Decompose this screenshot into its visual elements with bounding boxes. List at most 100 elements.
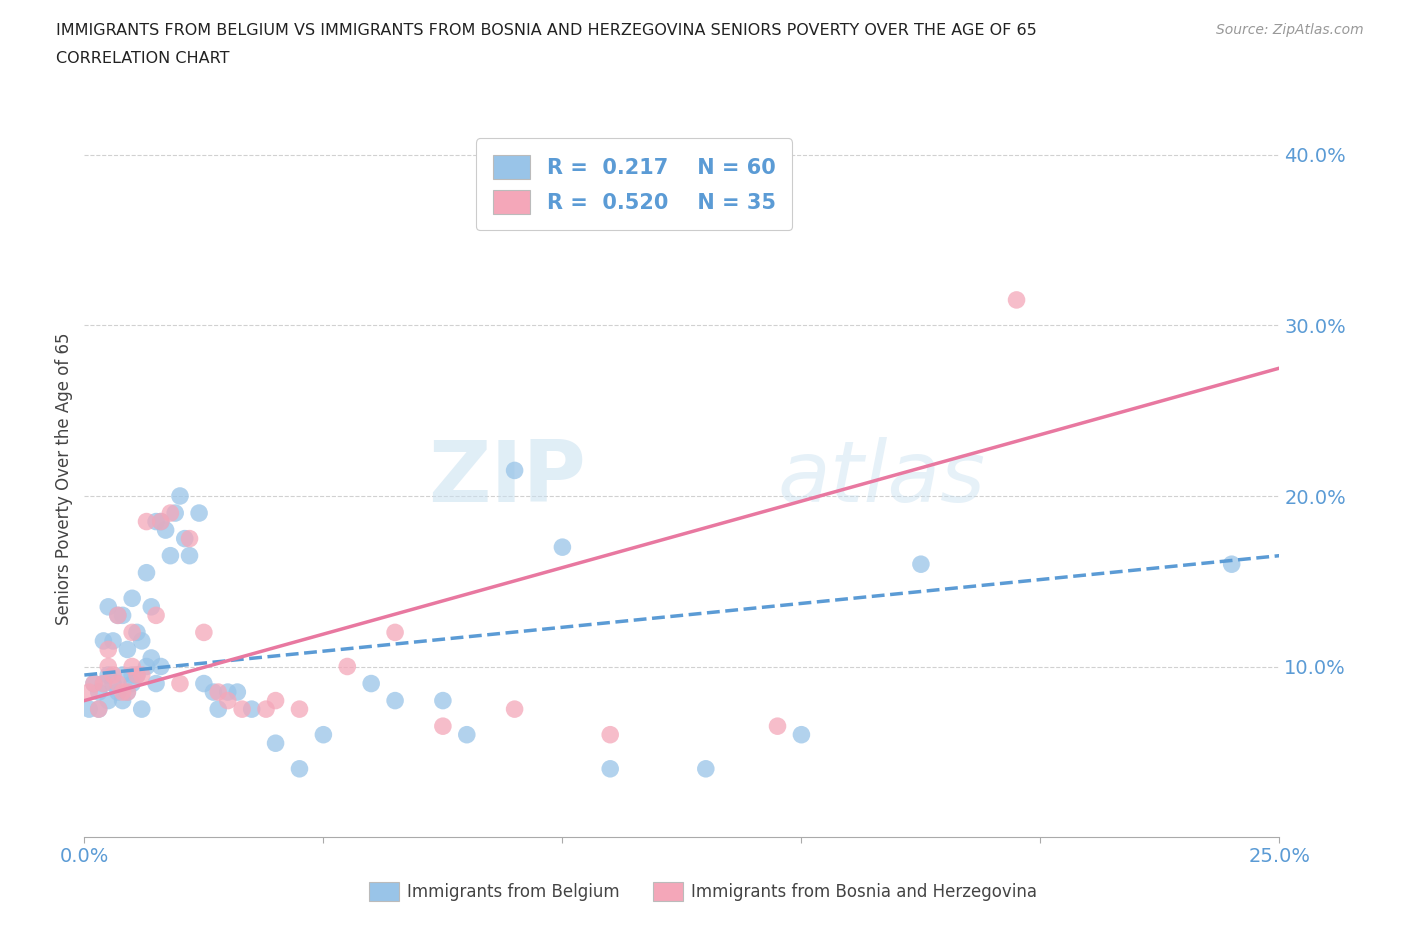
Point	[135, 514, 157, 529]
Point	[145, 608, 167, 623]
Point	[207, 684, 229, 699]
Point	[179, 549, 201, 564]
Point	[288, 702, 311, 717]
Point	[599, 727, 621, 742]
Point	[83, 676, 105, 691]
Point	[117, 684, 139, 699]
Point	[456, 727, 478, 742]
Point	[121, 591, 143, 605]
Point	[117, 642, 139, 657]
Point	[1005, 293, 1028, 308]
Point	[503, 463, 526, 478]
Point	[83, 676, 105, 691]
Point	[107, 684, 129, 699]
Point	[360, 676, 382, 691]
Text: ZIP: ZIP	[429, 437, 586, 521]
Point	[169, 676, 191, 691]
Point	[149, 659, 172, 674]
Point	[145, 676, 167, 691]
Point	[97, 668, 120, 683]
Point	[111, 684, 134, 699]
Point	[312, 727, 335, 742]
Text: IMMIGRANTS FROM BELGIUM VS IMMIGRANTS FROM BOSNIA AND HERZEGOVINA SENIORS POVERT: IMMIGRANTS FROM BELGIUM VS IMMIGRANTS FR…	[56, 23, 1038, 38]
Point	[159, 549, 181, 564]
Point	[101, 633, 124, 648]
Point	[141, 651, 163, 666]
Point	[695, 762, 717, 777]
Point	[111, 668, 134, 683]
Point	[101, 676, 124, 691]
Point	[87, 702, 110, 717]
Point	[551, 539, 574, 554]
Point	[121, 625, 143, 640]
Point	[97, 659, 120, 674]
Point	[145, 514, 167, 529]
Point	[599, 762, 621, 777]
Point	[179, 531, 201, 546]
Point	[135, 565, 157, 580]
Point	[790, 727, 813, 742]
Point	[87, 702, 110, 717]
Point	[288, 762, 311, 777]
Point	[264, 693, 287, 708]
Point	[149, 514, 172, 529]
Point	[193, 625, 215, 640]
Point	[97, 642, 120, 657]
Point	[165, 506, 187, 521]
Y-axis label: Seniors Poverty Over the Age of 65: Seniors Poverty Over the Age of 65	[55, 333, 73, 625]
Point	[125, 668, 148, 683]
Point	[97, 693, 120, 708]
Point	[217, 684, 239, 699]
Point	[125, 625, 148, 640]
Point	[111, 693, 134, 708]
Point	[121, 668, 143, 683]
Point	[107, 608, 129, 623]
Point	[77, 702, 100, 717]
Point	[125, 668, 148, 683]
Point	[149, 514, 172, 529]
Point	[135, 659, 157, 674]
Point	[202, 684, 225, 699]
Point	[87, 684, 110, 699]
Point	[188, 506, 211, 521]
Point	[910, 557, 932, 572]
Legend: R =  0.217    N = 60, R =  0.520    N = 35: R = 0.217 N = 60, R = 0.520 N = 35	[475, 139, 793, 231]
Point	[1220, 557, 1243, 572]
Point	[121, 659, 143, 674]
Point	[766, 719, 789, 734]
Point	[432, 693, 454, 708]
Point	[101, 668, 124, 683]
Point	[264, 736, 287, 751]
Legend: Immigrants from Belgium, Immigrants from Bosnia and Herzegovina: Immigrants from Belgium, Immigrants from…	[361, 875, 1045, 908]
Point	[107, 676, 129, 691]
Point	[159, 506, 181, 521]
Point	[93, 633, 115, 648]
Point	[131, 668, 153, 683]
Text: atlas: atlas	[778, 437, 986, 521]
Point	[217, 693, 239, 708]
Point	[107, 608, 129, 623]
Point	[93, 676, 115, 691]
Point	[384, 625, 406, 640]
Point	[121, 676, 143, 691]
Point	[131, 633, 153, 648]
Point	[231, 702, 253, 717]
Point	[240, 702, 263, 717]
Point	[432, 719, 454, 734]
Point	[93, 676, 115, 691]
Point	[173, 531, 195, 546]
Text: Source: ZipAtlas.com: Source: ZipAtlas.com	[1216, 23, 1364, 37]
Point	[207, 702, 229, 717]
Point	[141, 600, 163, 615]
Point	[336, 659, 359, 674]
Point	[193, 676, 215, 691]
Point	[384, 693, 406, 708]
Point	[77, 684, 100, 699]
Point	[226, 684, 249, 699]
Point	[169, 488, 191, 503]
Point	[111, 608, 134, 623]
Point	[97, 600, 120, 615]
Point	[155, 523, 177, 538]
Text: CORRELATION CHART: CORRELATION CHART	[56, 51, 229, 66]
Point	[117, 684, 139, 699]
